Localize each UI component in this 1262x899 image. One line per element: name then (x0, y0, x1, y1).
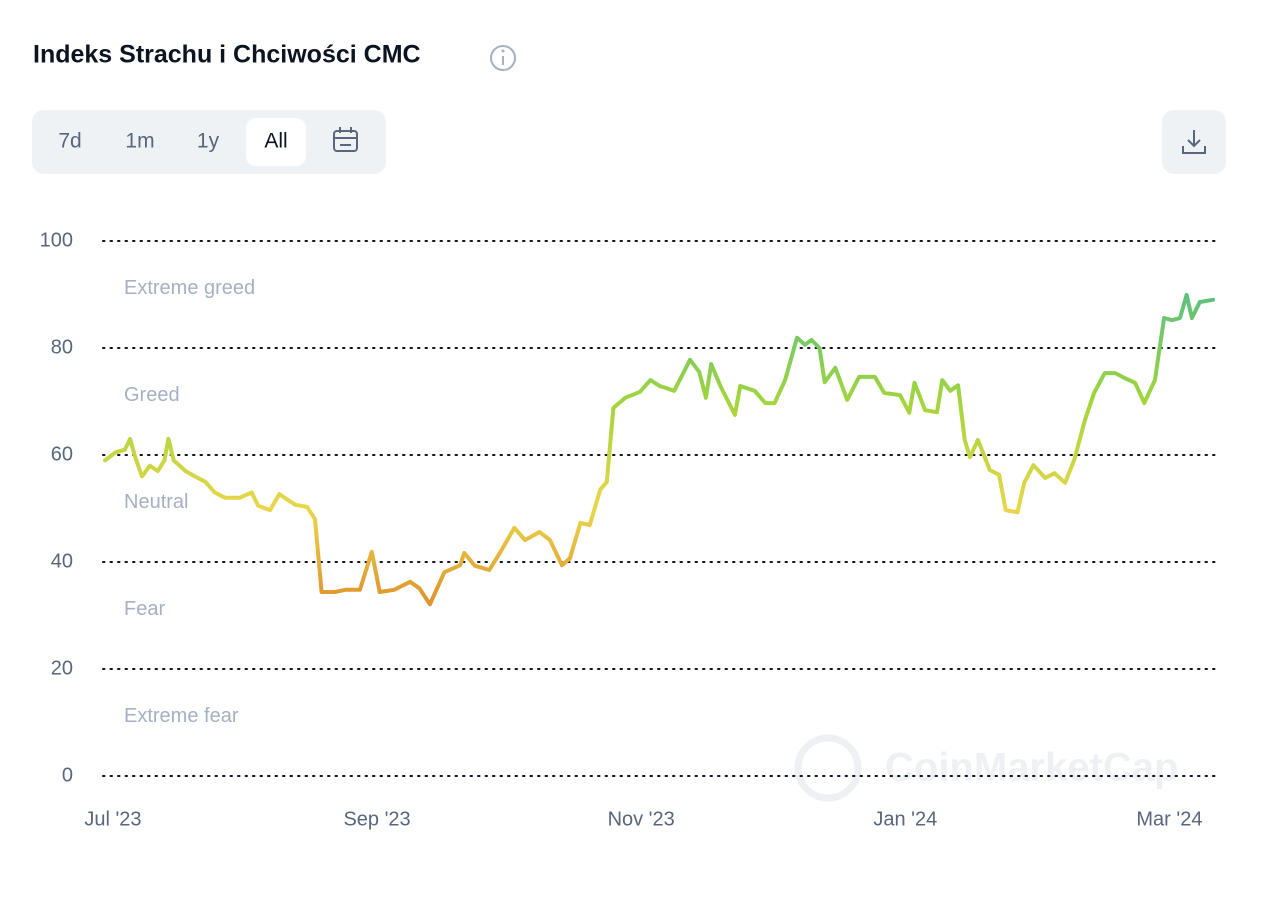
y-tick-label: 60 (51, 443, 73, 465)
download-icon (1182, 130, 1206, 154)
range-button[interactable]: All (264, 130, 287, 153)
range-button[interactable]: 1m (125, 130, 154, 153)
calendar-button[interactable] (333, 127, 358, 152)
chart-title: Indeks Strachu i Chciwości CMC (33, 41, 421, 69)
watermark-text: CoinMarketCap (885, 746, 1178, 790)
watermark: CoinMarketCap (794, 734, 1178, 802)
x-tick-label: Jul '23 (84, 808, 141, 830)
index-line (103, 293, 1215, 607)
y-tick-label: 40 (51, 550, 73, 572)
zone-label: Neutral (124, 491, 188, 513)
zone-label: Greed (124, 384, 180, 406)
y-tick-label: 100 (40, 229, 73, 251)
range-button[interactable]: 1y (197, 130, 220, 153)
x-tick-label: Nov '23 (608, 808, 675, 830)
zone-label: Fear (124, 598, 165, 620)
zone-label: Extreme fear (124, 705, 239, 727)
range-button[interactable]: 7d (58, 130, 81, 153)
x-tick-label: Mar '24 (1136, 808, 1202, 830)
info-icon[interactable] (490, 45, 516, 71)
x-tick-label: Sep '23 (343, 808, 410, 830)
y-tick-label: 20 (51, 657, 73, 679)
y-tick-label: 0 (62, 764, 73, 786)
active-button-bg (246, 118, 306, 166)
zone-label: Extreme greed (124, 277, 255, 299)
x-tick-label: Jan '24 (873, 808, 937, 830)
y-tick-label: 80 (51, 336, 73, 358)
